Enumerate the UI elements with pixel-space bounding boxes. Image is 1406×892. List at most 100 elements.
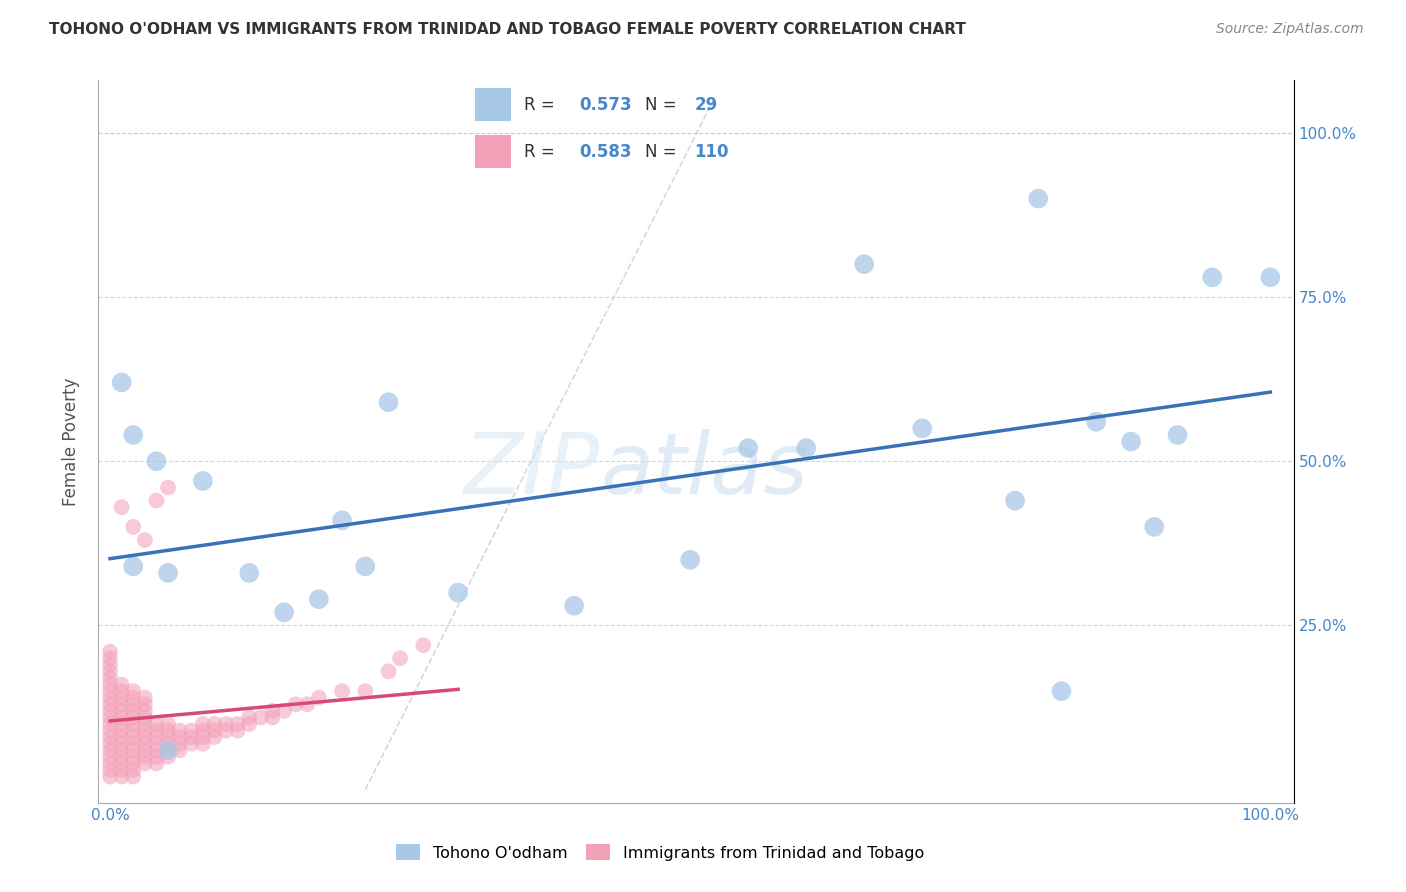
Text: R =: R = xyxy=(524,143,561,161)
Point xyxy=(122,763,145,777)
Point xyxy=(1201,270,1223,285)
Point xyxy=(98,770,121,784)
Point xyxy=(98,743,121,757)
Text: atlas: atlas xyxy=(600,429,808,512)
Point xyxy=(226,723,249,738)
Point xyxy=(157,737,180,751)
Point xyxy=(98,749,121,764)
Point xyxy=(145,454,167,468)
Point xyxy=(122,698,145,712)
Point xyxy=(134,690,156,705)
Point xyxy=(1004,493,1026,508)
Point xyxy=(111,717,134,731)
Point xyxy=(134,730,156,744)
Point xyxy=(1026,192,1049,206)
Point xyxy=(262,710,284,724)
Point xyxy=(157,717,180,731)
Point xyxy=(98,723,121,738)
Point xyxy=(308,592,330,607)
Point xyxy=(250,710,273,724)
Point xyxy=(111,756,134,771)
Point xyxy=(134,698,156,712)
Point xyxy=(111,749,134,764)
Point xyxy=(111,730,134,744)
Text: 29: 29 xyxy=(695,95,717,113)
Point xyxy=(169,723,191,738)
Point xyxy=(111,690,134,705)
Point xyxy=(238,710,260,724)
Point xyxy=(111,677,134,691)
Point xyxy=(169,730,191,744)
Text: Source: ZipAtlas.com: Source: ZipAtlas.com xyxy=(1216,22,1364,37)
Point xyxy=(134,749,156,764)
Point xyxy=(98,763,121,777)
Point xyxy=(145,493,167,508)
Text: ZIP: ZIP xyxy=(464,429,600,512)
Point xyxy=(1143,520,1166,534)
Point xyxy=(111,737,134,751)
Point xyxy=(122,710,145,724)
Text: R =: R = xyxy=(524,95,561,113)
Point xyxy=(377,395,399,409)
Point xyxy=(354,559,377,574)
Point xyxy=(122,730,145,744)
Point xyxy=(111,500,134,515)
Point xyxy=(111,698,134,712)
Point xyxy=(122,704,145,718)
Point xyxy=(191,730,214,744)
Point xyxy=(1258,270,1281,285)
Point xyxy=(389,651,412,665)
Point xyxy=(308,690,330,705)
Point xyxy=(180,723,202,738)
Text: 0.583: 0.583 xyxy=(579,143,631,161)
Point xyxy=(122,684,145,698)
Point xyxy=(157,723,180,738)
Point xyxy=(262,704,284,718)
Point xyxy=(122,756,145,771)
Point xyxy=(98,651,121,665)
Point xyxy=(679,553,702,567)
Point xyxy=(111,684,134,698)
Point xyxy=(562,599,585,613)
Point xyxy=(215,723,238,738)
Point xyxy=(98,657,121,672)
Point xyxy=(226,717,249,731)
Point xyxy=(180,737,202,751)
Point xyxy=(111,723,134,738)
Point xyxy=(122,770,145,784)
Point xyxy=(191,723,214,738)
Point xyxy=(122,749,145,764)
Text: N =: N = xyxy=(645,143,682,161)
Legend: Tohono O'odham, Immigrants from Trinidad and Tobago: Tohono O'odham, Immigrants from Trinidad… xyxy=(389,838,931,867)
Point xyxy=(111,710,134,724)
Point xyxy=(794,441,817,455)
Point xyxy=(98,717,121,731)
Point xyxy=(157,749,180,764)
Point xyxy=(737,441,759,455)
Bar xyxy=(475,88,510,121)
Point xyxy=(412,638,434,652)
Point xyxy=(157,743,180,757)
Point xyxy=(134,710,156,724)
Point xyxy=(447,585,470,599)
Point xyxy=(134,533,156,547)
Point xyxy=(122,743,145,757)
Y-axis label: Female Poverty: Female Poverty xyxy=(62,377,80,506)
Point xyxy=(204,730,226,744)
Point xyxy=(134,704,156,718)
Point xyxy=(169,737,191,751)
Point xyxy=(98,690,121,705)
Point xyxy=(157,481,180,495)
Point xyxy=(98,704,121,718)
Text: 0.573: 0.573 xyxy=(579,95,631,113)
Point xyxy=(98,756,121,771)
Point xyxy=(122,428,145,442)
Point xyxy=(191,717,214,731)
Point xyxy=(330,513,353,527)
Text: TOHONO O'ODHAM VS IMMIGRANTS FROM TRINIDAD AND TOBAGO FEMALE POVERTY CORRELATION: TOHONO O'ODHAM VS IMMIGRANTS FROM TRINID… xyxy=(49,22,966,37)
Point xyxy=(1085,415,1108,429)
Point xyxy=(1050,684,1073,698)
Text: N =: N = xyxy=(645,95,682,113)
Point xyxy=(98,698,121,712)
Text: 110: 110 xyxy=(695,143,728,161)
